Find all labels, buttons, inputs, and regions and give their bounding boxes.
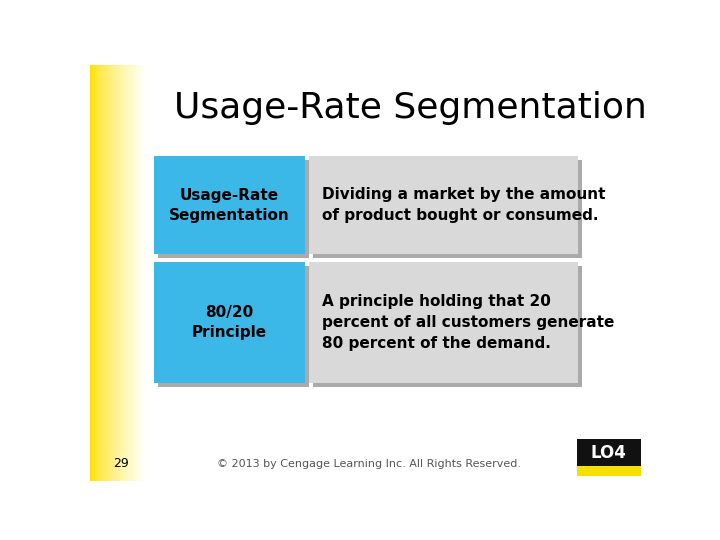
Bar bbox=[138, 65, 140, 481]
Bar bbox=[112, 65, 113, 481]
Bar bbox=[132, 65, 134, 481]
Bar bbox=[102, 65, 104, 481]
Bar bbox=[577, 439, 641, 476]
Bar bbox=[109, 65, 111, 481]
Bar bbox=[117, 65, 119, 481]
Bar bbox=[96, 65, 97, 481]
Bar bbox=[122, 65, 123, 481]
Text: Dividing a market by the amount
of product bought or consumed.: Dividing a market by the amount of produ… bbox=[322, 187, 605, 223]
Bar bbox=[109, 65, 110, 481]
Bar bbox=[577, 467, 641, 476]
Bar bbox=[142, 65, 143, 481]
Bar bbox=[313, 160, 582, 258]
Bar bbox=[158, 160, 309, 258]
Bar bbox=[101, 65, 103, 481]
Bar bbox=[126, 65, 127, 481]
Bar bbox=[139, 65, 141, 481]
Text: 80/20
Principle: 80/20 Principle bbox=[192, 305, 267, 340]
Bar bbox=[94, 65, 96, 481]
Bar bbox=[138, 65, 139, 481]
Bar bbox=[134, 65, 135, 481]
Bar bbox=[99, 65, 101, 481]
Bar bbox=[104, 65, 105, 481]
Bar bbox=[128, 65, 130, 481]
Bar bbox=[103, 65, 104, 481]
Text: A principle holding that 20
percent of all customers generate
80 percent of the : A principle holding that 20 percent of a… bbox=[322, 294, 614, 351]
Bar bbox=[113, 65, 114, 481]
Bar bbox=[124, 65, 125, 481]
Bar bbox=[127, 65, 129, 481]
Bar bbox=[100, 65, 102, 481]
Bar bbox=[114, 65, 116, 481]
Bar bbox=[310, 156, 578, 254]
Bar bbox=[105, 65, 107, 481]
Bar bbox=[132, 65, 133, 481]
Bar bbox=[96, 65, 98, 481]
Bar bbox=[119, 65, 120, 481]
Bar bbox=[122, 65, 124, 481]
Text: 29: 29 bbox=[113, 457, 129, 470]
Bar bbox=[91, 65, 92, 481]
Bar bbox=[131, 65, 132, 481]
Bar bbox=[92, 65, 94, 481]
Text: Usage-Rate
Segmentation: Usage-Rate Segmentation bbox=[169, 188, 290, 222]
Bar bbox=[120, 65, 121, 481]
Bar bbox=[140, 65, 142, 481]
Bar bbox=[144, 65, 145, 481]
Bar bbox=[141, 65, 143, 481]
Bar bbox=[310, 262, 578, 383]
Bar bbox=[125, 65, 126, 481]
Bar bbox=[129, 65, 130, 481]
Bar bbox=[313, 266, 582, 387]
Bar bbox=[121, 65, 122, 481]
Bar bbox=[99, 65, 100, 481]
Text: © 2013 by Cengage Learning Inc. All Rights Reserved.: © 2013 by Cengage Learning Inc. All Righ… bbox=[217, 459, 521, 469]
Bar bbox=[90, 65, 91, 481]
Bar bbox=[118, 65, 120, 481]
Bar bbox=[158, 266, 309, 387]
Bar bbox=[116, 65, 117, 481]
Bar bbox=[135, 65, 136, 481]
Bar bbox=[130, 65, 132, 481]
Bar bbox=[115, 65, 117, 481]
Bar bbox=[97, 65, 99, 481]
Bar bbox=[110, 65, 112, 481]
Bar bbox=[143, 65, 145, 481]
Text: LO4: LO4 bbox=[590, 443, 626, 462]
Bar bbox=[93, 65, 94, 481]
Bar bbox=[125, 65, 127, 481]
Bar bbox=[107, 65, 108, 481]
Bar bbox=[145, 65, 146, 481]
Bar bbox=[137, 65, 138, 481]
Bar bbox=[108, 65, 109, 481]
Bar bbox=[154, 262, 305, 383]
Bar bbox=[112, 65, 114, 481]
Bar bbox=[154, 156, 305, 254]
Bar bbox=[135, 65, 137, 481]
Bar bbox=[106, 65, 107, 481]
Text: Usage-Rate Segmentation: Usage-Rate Segmentation bbox=[174, 91, 647, 125]
Bar bbox=[94, 65, 95, 481]
